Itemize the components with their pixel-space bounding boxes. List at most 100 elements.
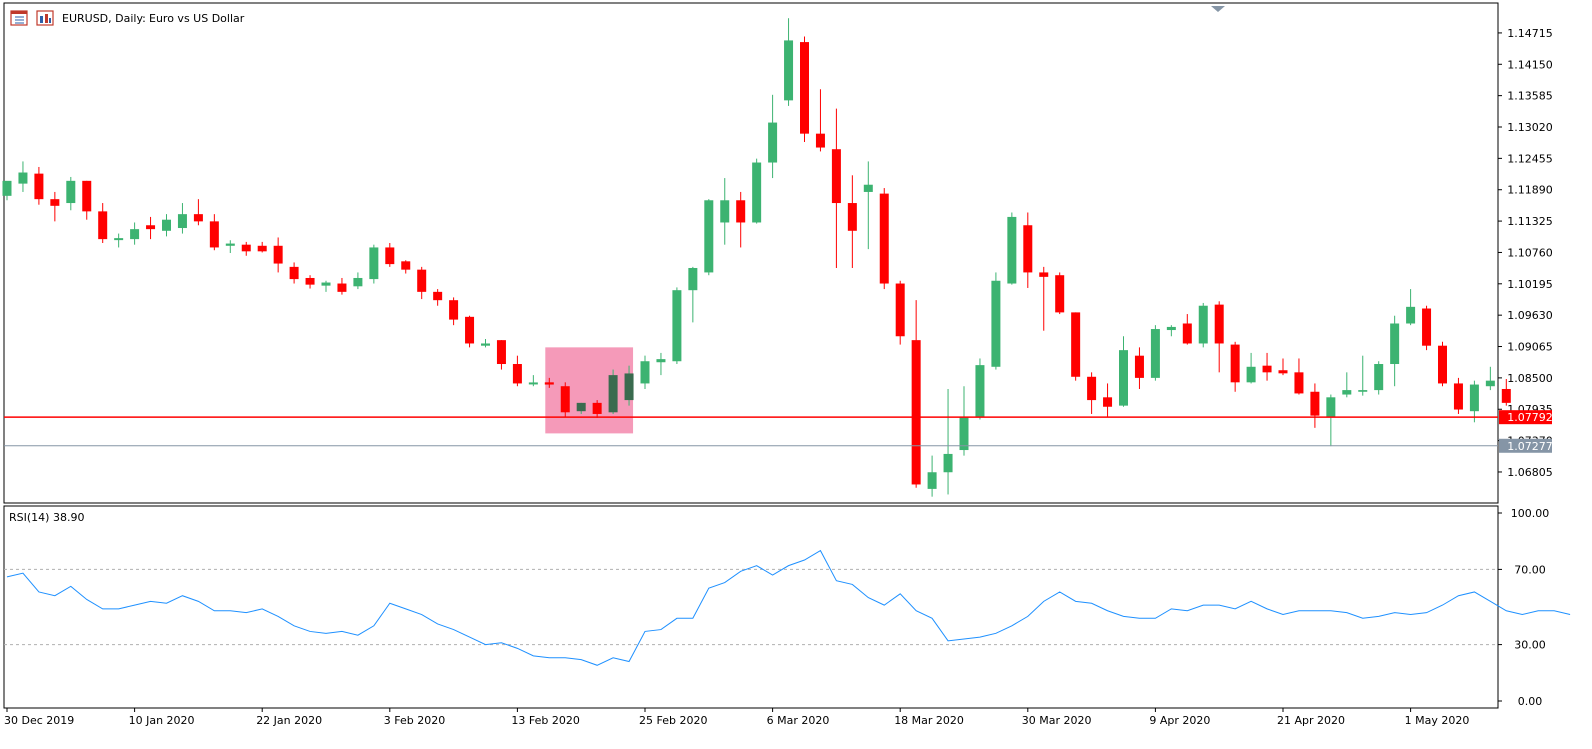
chart-icon[interactable]	[36, 10, 54, 26]
candle	[1358, 355, 1368, 396]
table-icon[interactable]	[10, 10, 28, 26]
candle-body	[544, 382, 554, 385]
candle-body	[1119, 350, 1128, 406]
candle	[784, 18, 794, 106]
candle	[1438, 341, 1447, 387]
candle-body	[512, 364, 522, 384]
candle-body	[720, 200, 730, 223]
price-tick-label: 1.11325	[1507, 215, 1553, 228]
date-tick-label: 22 Jan 2020	[256, 714, 322, 727]
price-tick-label: 1.09065	[1507, 341, 1553, 354]
candle	[927, 455, 937, 497]
candle	[815, 89, 825, 152]
candle-body	[177, 214, 187, 229]
candle	[2, 180, 12, 201]
candle	[768, 94, 778, 179]
candle	[943, 388, 953, 495]
shift-marker-icon[interactable]	[1211, 6, 1225, 12]
candle	[1039, 266, 1049, 331]
candle-body	[1071, 312, 1081, 377]
candle-body	[784, 40, 794, 101]
candle	[608, 369, 618, 414]
candle-body	[1501, 388, 1511, 403]
candle-body	[130, 229, 140, 240]
candle	[305, 275, 315, 289]
candle	[50, 191, 60, 222]
candle-body	[1039, 272, 1049, 277]
candle-body	[688, 267, 698, 291]
candle	[369, 244, 379, 284]
candle-body	[991, 280, 1001, 367]
candle	[82, 180, 92, 220]
candle-body	[528, 382, 538, 385]
candle	[560, 382, 570, 417]
price-line-label: 1.07277	[1507, 440, 1553, 453]
candle-body	[433, 291, 443, 301]
candle	[193, 199, 203, 226]
date-tick-label: 10 Jan 2020	[129, 714, 195, 727]
price-tick-label: 1.10195	[1507, 278, 1553, 291]
candle	[385, 243, 395, 267]
price-line-label-bg	[1499, 438, 1552, 453]
candle-body	[449, 300, 459, 320]
candle	[624, 365, 634, 406]
candle	[1342, 372, 1352, 398]
candle-body	[18, 172, 28, 184]
candle-body	[321, 282, 331, 286]
candle	[1501, 378, 1511, 406]
candle-body	[146, 225, 156, 230]
candle-body	[417, 269, 427, 292]
candle	[1278, 358, 1288, 376]
candle-body	[863, 184, 873, 192]
price-tick-label: 1.08500	[1507, 372, 1553, 385]
candle	[66, 176, 76, 211]
candle	[831, 108, 841, 268]
price-tick-label: 1.13585	[1507, 90, 1553, 103]
candle-body	[1453, 383, 1463, 410]
candle-body	[1103, 397, 1113, 407]
candle-body	[752, 162, 762, 223]
candle-body	[927, 472, 937, 489]
rsi-series-line	[6, 549, 1571, 666]
candle	[209, 214, 219, 251]
rsi-label: RSI(14) 38.90	[9, 511, 84, 524]
price-tick-label: 1.06805	[1507, 466, 1553, 479]
candle	[18, 161, 28, 192]
date-tick-label: 30 Mar 2020	[1022, 714, 1092, 727]
candle	[1150, 325, 1160, 381]
candle	[162, 214, 171, 237]
candle-body	[162, 219, 171, 231]
date-tick-label: 1 May 2020	[1405, 714, 1470, 727]
candle-body	[1469, 384, 1479, 412]
candle	[1119, 336, 1128, 407]
candle	[672, 287, 682, 365]
candle	[911, 300, 921, 488]
price-tick-label: 1.12455	[1507, 152, 1553, 165]
candle	[177, 203, 187, 234]
candle-body	[656, 359, 666, 363]
candle-body	[911, 340, 921, 485]
candle	[1262, 352, 1272, 381]
candle-body	[1134, 355, 1144, 378]
candle	[800, 36, 809, 142]
candle	[1071, 312, 1081, 381]
date-tick-label: 18 Mar 2020	[894, 714, 964, 727]
candle	[417, 266, 427, 300]
candle	[959, 386, 969, 456]
candle	[704, 199, 714, 276]
candle	[752, 158, 762, 224]
candle-body	[369, 247, 379, 280]
candle-body	[704, 200, 714, 273]
candle-body	[672, 290, 682, 362]
candle	[576, 402, 586, 414]
candle-body	[305, 277, 315, 285]
price-pane-frame	[3, 2, 1499, 504]
rsi-pane-frame	[3, 505, 1499, 709]
candle-body	[1294, 372, 1304, 394]
date-tick-label: 6 Mar 2020	[767, 714, 830, 727]
candle	[241, 241, 251, 256]
date-tick-label: 21 Apr 2020	[1277, 714, 1345, 727]
candle	[1374, 361, 1384, 395]
candle	[1246, 352, 1256, 384]
candle-body	[481, 343, 490, 346]
